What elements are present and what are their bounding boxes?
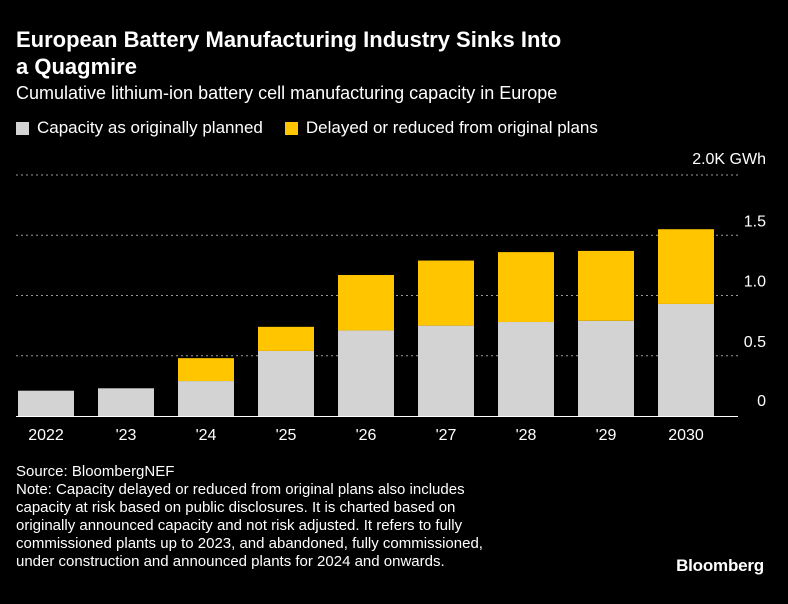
bar-planned-2	[178, 381, 234, 416]
legend-label-planned: Capacity as originally planned	[37, 118, 263, 137]
note-line-3: originally announced capacity and not ri…	[16, 517, 463, 534]
x-tick-label-4: '26	[356, 427, 377, 444]
y-tick-label-2: 1.0	[744, 274, 766, 291]
bar-delayed-2	[178, 358, 234, 382]
chart-subtitle: Cumulative lithium-ion battery cell manu…	[16, 83, 558, 103]
bar-planned-7	[578, 320, 634, 416]
bar-planned-6	[498, 322, 554, 416]
bar-planned-5	[418, 325, 474, 416]
bar-planned-3	[258, 350, 314, 416]
legend-item-planned: Capacity as originally planned	[16, 118, 263, 138]
note-line-1: Note: Capacity delayed or reduced from o…	[16, 481, 465, 498]
bloomberg-logo: Bloomberg	[676, 556, 764, 575]
x-tick-label-5: '27	[436, 427, 457, 444]
x-tick-label-0: 2022	[28, 427, 64, 444]
y-tick-label-0: 0	[757, 393, 766, 410]
bar-delayed-6	[498, 252, 554, 323]
bar-delayed-5	[418, 260, 474, 326]
x-tick-label-7: '29	[596, 427, 617, 444]
axis-labels: 0 0.5 1.0 1.5 2.0K GWh 2022 '23 '24 '25 '26 '27 '28…	[28, 151, 766, 444]
chart-title: European Battery Manufacturing Industry …	[16, 26, 716, 80]
bar-delayed-3	[258, 326, 314, 351]
bar-delayed-4	[338, 275, 394, 331]
legend-label-delayed: Delayed or reduced from original plans	[305, 118, 598, 137]
x-tick-label-3: '25	[276, 427, 297, 444]
bar-delayed-8	[658, 229, 714, 304]
bar-planned-0	[18, 390, 74, 416]
bars	[18, 229, 714, 416]
legend-item-delayed: Delayed or reduced from original plans	[284, 118, 598, 138]
x-tick-label-1: '23	[116, 427, 137, 444]
bar-planned-4	[338, 330, 394, 416]
bar-planned-1	[98, 388, 154, 416]
note-line-2: capacity at risk based on public disclos…	[16, 499, 456, 516]
x-tick-label-6: '28	[516, 427, 537, 444]
title-line-1: European Battery Manufacturing Industry …	[16, 27, 562, 52]
x-tick-label-2: '24	[196, 427, 217, 444]
chart-legend: Capacity as originally planned Delayed o…	[16, 118, 620, 138]
title-line-2: a Quagmire	[16, 54, 138, 79]
chart-footer: Source: BloombergNEF Note: Capacity dela…	[16, 463, 616, 571]
bar-delayed-7	[578, 250, 634, 321]
y-tick-label-4: 2.0K GWh	[692, 151, 766, 168]
bar-chart: 0 0.5 1.0 1.5 2.0K GWh 2022 '23 '24 '25 '26 '27 '28…	[16, 151, 766, 444]
y-tick-label-1: 0.5	[744, 334, 766, 351]
legend-swatch-planned	[16, 121, 29, 135]
source-text: Source: BloombergNEF	[16, 463, 175, 480]
note-line-4: commissioned plants up to 2023, and aban…	[16, 535, 483, 552]
x-tick-label-8: 2030	[668, 427, 704, 444]
y-tick-label-3: 1.5	[744, 213, 766, 230]
note-line-5: under construction and announced plants …	[16, 553, 445, 570]
legend-swatch-delayed	[284, 121, 298, 135]
bar-planned-8	[658, 303, 714, 416]
